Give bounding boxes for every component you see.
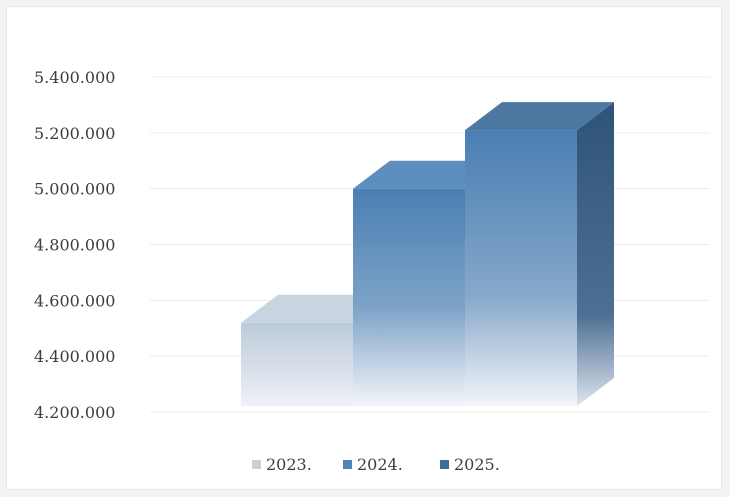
y-tick-label: 4.800.000 [34,236,115,255]
bar-top-face [353,160,502,189]
bar-2025 [465,102,614,406]
y-tick-label: 4.200.000 [34,403,115,422]
legend-swatch [343,460,352,469]
legend-label: 2023. [266,455,312,474]
legend: 2023. 2024. 2025. [252,455,500,474]
bars [241,102,614,406]
bar-front-face [241,322,353,406]
legend-swatch [252,460,261,469]
bar-front-face [465,130,577,406]
legend-label: 2024. [357,455,403,474]
legend-label: 2025. [454,455,500,474]
y-tick-label: 4.600.000 [34,291,115,310]
y-tick-label: 5.000.000 [34,180,115,199]
bar-top-face [465,102,614,131]
y-tick-label: 4.400.000 [34,347,115,366]
bar-top-face [241,294,390,323]
bar-side-face [577,102,614,406]
legend-swatch [440,460,449,469]
bar-front-face [353,188,465,406]
y-tick-label: 5.400.000 [34,68,115,87]
y-axis-ticks: 4.200.000 4.400.000 4.600.000 4.800.000 5.00… [34,68,115,422]
y-tick-label: 5.200.000 [34,124,115,143]
